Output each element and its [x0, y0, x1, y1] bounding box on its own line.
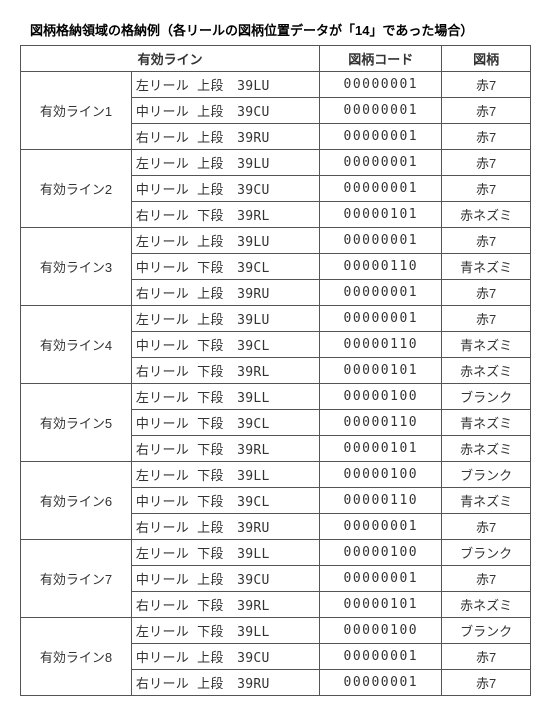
symbol-name: 赤ネズミ — [442, 358, 531, 384]
line-label: 有効ライン4 — [21, 306, 132, 384]
reel-detail: 右リール 上段 39RU — [131, 670, 319, 696]
symbol-name: 赤7 — [442, 644, 531, 670]
symbol-name: 赤7 — [442, 72, 531, 98]
table-row: 有効ライン4左リール 上段 39LU00000001赤7 — [21, 306, 531, 332]
symbol-code: 00000001 — [320, 98, 442, 124]
symbol-name: 赤ネズミ — [442, 202, 531, 228]
symbol-name: 赤7 — [442, 228, 531, 254]
symbol-name: ブランク — [442, 540, 531, 566]
reel-detail: 中リール 下段 39CL — [131, 488, 319, 514]
symbol-storage-table: 有効ライン 図柄コード 図柄 有効ライン1左リール 上段 39LU0000000… — [20, 45, 531, 696]
symbol-code: 00000001 — [320, 72, 442, 98]
symbol-code: 00000001 — [320, 124, 442, 150]
symbol-code: 00000110 — [320, 254, 442, 280]
table-row: 有効ライン6左リール 下段 39LL00000100ブランク — [21, 462, 531, 488]
symbol-name: ブランク — [442, 384, 531, 410]
reel-detail: 左リール 下段 39LL — [131, 384, 319, 410]
symbol-name: 赤7 — [442, 670, 531, 696]
reel-detail: 右リール 下段 39RL — [131, 592, 319, 618]
line-label: 有効ライン3 — [21, 228, 132, 306]
reel-detail: 中リール 下段 39CL — [131, 332, 319, 358]
page-title: 図柄格納領域の格納例（各リールの図柄位置データが「14」であった場合） — [20, 20, 531, 39]
table-row: 有効ライン7左リール 下段 39LL00000100ブランク — [21, 540, 531, 566]
reel-detail: 左リール 上段 39LU — [131, 228, 319, 254]
table-row: 有効ライン5左リール 下段 39LL00000100ブランク — [21, 384, 531, 410]
symbol-name: ブランク — [442, 462, 531, 488]
reel-detail: 左リール 下段 39LL — [131, 540, 319, 566]
symbol-code: 00000100 — [320, 618, 442, 644]
symbol-code: 00000001 — [320, 644, 442, 670]
symbol-code: 00000101 — [320, 202, 442, 228]
reel-detail: 左リール 下段 39LL — [131, 618, 319, 644]
reel-detail: 中リール 上段 39CU — [131, 176, 319, 202]
reel-detail: 中リール 上段 39CU — [131, 566, 319, 592]
reel-detail: 右リール 上段 39RU — [131, 124, 319, 150]
symbol-name: 赤7 — [442, 98, 531, 124]
symbol-name: 赤7 — [442, 306, 531, 332]
reel-detail: 右リール 下段 39RL — [131, 358, 319, 384]
symbol-code: 00000101 — [320, 592, 442, 618]
symbol-name: 青ネズミ — [442, 332, 531, 358]
table-row: 有効ライン8左リール 下段 39LL00000100ブランク — [21, 618, 531, 644]
symbol-code: 00000001 — [320, 176, 442, 202]
symbol-code: 00000101 — [320, 358, 442, 384]
header-symbol: 図柄 — [442, 46, 531, 72]
reel-detail: 中リール 上段 39CU — [131, 644, 319, 670]
symbol-code: 00000001 — [320, 150, 442, 176]
reel-detail: 中リール 下段 39CL — [131, 410, 319, 436]
symbol-code: 00000100 — [320, 462, 442, 488]
table-row: 有効ライン1左リール 上段 39LU00000001赤7 — [21, 72, 531, 98]
symbol-name: 赤ネズミ — [442, 436, 531, 462]
line-label: 有効ライン2 — [21, 150, 132, 228]
symbol-code: 00000110 — [320, 488, 442, 514]
header-symbol-code: 図柄コード — [320, 46, 442, 72]
symbol-code: 00000110 — [320, 332, 442, 358]
reel-detail: 右リール 上段 39RU — [131, 280, 319, 306]
reel-detail: 右リール 下段 39RL — [131, 202, 319, 228]
symbol-code: 00000001 — [320, 306, 442, 332]
line-label: 有効ライン8 — [21, 618, 132, 696]
symbol-code: 00000001 — [320, 566, 442, 592]
symbol-name: 赤7 — [442, 124, 531, 150]
symbol-code: 00000100 — [320, 384, 442, 410]
symbol-code: 00000001 — [320, 280, 442, 306]
symbol-name: 赤7 — [442, 176, 531, 202]
symbol-name: ブランク — [442, 618, 531, 644]
reel-detail: 右リール 下段 39RL — [131, 436, 319, 462]
table-row: 有効ライン3左リール 上段 39LU00000001赤7 — [21, 228, 531, 254]
symbol-code: 00000001 — [320, 228, 442, 254]
symbol-name: 赤7 — [442, 566, 531, 592]
symbol-code: 00000001 — [320, 670, 442, 696]
symbol-code: 00000101 — [320, 436, 442, 462]
table-row: 有効ライン2左リール 上段 39LU00000001赤7 — [21, 150, 531, 176]
symbol-code: 00000100 — [320, 540, 442, 566]
symbol-name: 赤ネズミ — [442, 592, 531, 618]
symbol-name: 青ネズミ — [442, 254, 531, 280]
line-label: 有効ライン5 — [21, 384, 132, 462]
line-label: 有効ライン6 — [21, 462, 132, 540]
reel-detail: 中リール 上段 39CU — [131, 98, 319, 124]
symbol-name: 赤7 — [442, 280, 531, 306]
reel-detail: 左リール 上段 39LU — [131, 72, 319, 98]
symbol-code: 00000001 — [320, 514, 442, 540]
reel-detail: 左リール 下段 39LL — [131, 462, 319, 488]
reel-detail: 中リール 下段 39CL — [131, 254, 319, 280]
reel-detail: 左リール 上段 39LU — [131, 150, 319, 176]
symbol-name: 青ネズミ — [442, 488, 531, 514]
reel-detail: 右リール 上段 39RU — [131, 514, 319, 540]
symbol-name: 赤7 — [442, 150, 531, 176]
reel-detail: 左リール 上段 39LU — [131, 306, 319, 332]
line-label: 有効ライン1 — [21, 72, 132, 150]
symbol-name: 青ネズミ — [442, 410, 531, 436]
symbol-code: 00000110 — [320, 410, 442, 436]
symbol-name: 赤7 — [442, 514, 531, 540]
line-label: 有効ライン7 — [21, 540, 132, 618]
header-effective-line: 有効ライン — [21, 46, 320, 72]
